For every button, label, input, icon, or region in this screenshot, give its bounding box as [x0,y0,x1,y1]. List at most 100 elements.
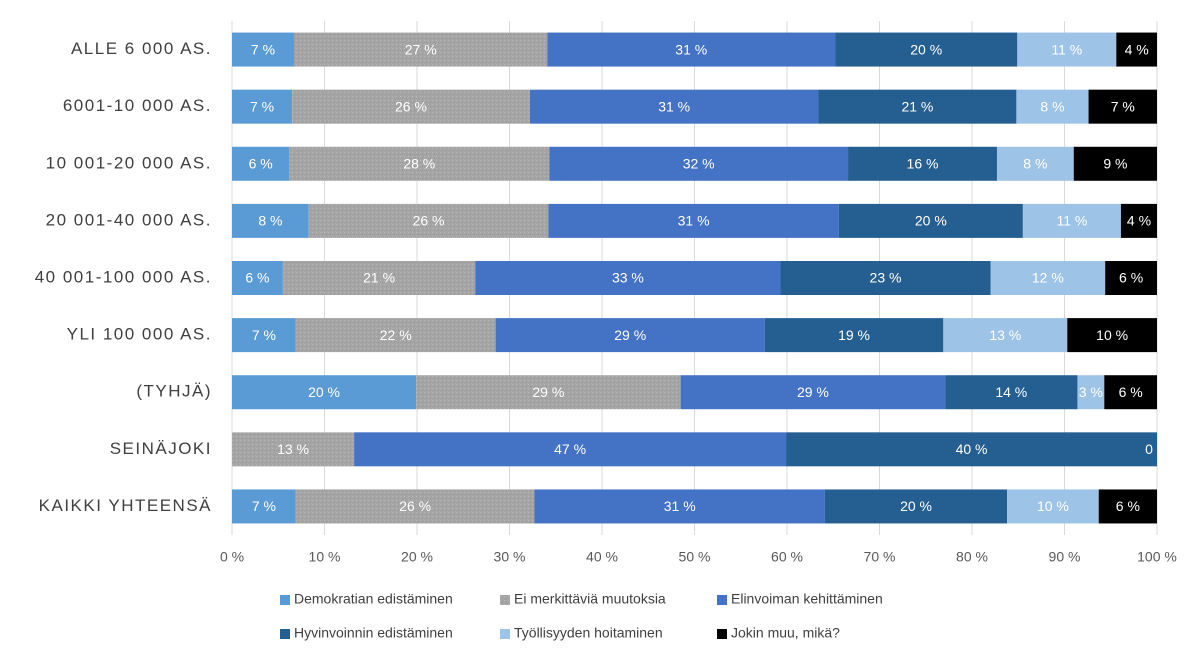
value-label: 6 % [1119,270,1143,286]
value-label: 4 % [1127,213,1151,229]
value-label: 29 % [797,384,829,400]
bar-segment [1067,318,1157,353]
value-label: 47 % [554,441,586,457]
legend-swatch [280,629,290,639]
bar-segment [232,32,294,67]
bar-segment [289,146,550,181]
value-label: 31 % [664,498,696,514]
value-label: 29 % [532,384,564,400]
bar-segment [475,261,781,295]
bar-segment [416,375,681,410]
x-tick-label: 0 % [220,549,244,565]
x-tick-label: 50 % [679,549,711,565]
value-label: 21 % [363,270,395,286]
value-label: 10 % [1096,327,1128,343]
value-label: 33 % [612,270,644,286]
value-label: 10 % [1037,498,1069,514]
bar-segment [1007,489,1099,524]
value-label: 29 % [614,327,646,343]
bar-segment [1022,203,1121,238]
x-tick-label: 80 % [956,549,988,565]
legend-swatch [500,595,510,605]
value-label: 31 % [678,213,710,229]
category-label: SEINÄJOKI [110,439,212,458]
legend-label: Työllisyyden hoitaminen [514,625,663,641]
x-tick-label: 10 % [309,549,341,565]
value-label: 7 % [252,498,276,514]
value-label: 11 % [1056,213,1087,229]
bar-segment [232,146,290,181]
legend-label: Elinvoiman kehittäminen [731,591,883,607]
bar-segment [1017,32,1117,67]
value-label: 6 % [1119,384,1143,400]
value-label: 12 % [1032,270,1064,286]
value-label: 40 % [956,441,988,457]
bar-segment [232,489,296,524]
legend-label: Ei merkittäviä muutoksia [514,591,666,607]
category-label: 10 001-20 000 AS. [46,153,212,172]
value-label: 6 % [245,270,269,286]
value-label: 31 % [675,41,707,57]
bar-segment [680,375,946,410]
value-label: 7 % [251,41,275,57]
bar-segment [547,32,836,67]
bar-segment [943,318,1068,353]
value-label: 27 % [405,41,437,57]
value-label: 23 % [870,270,902,286]
bar-segment [1116,32,1157,67]
bar-segment [848,146,997,181]
x-tick-label: 40 % [586,549,618,565]
category-label: 20 001-40 000 AS. [46,210,212,229]
bar-segment [529,89,819,124]
bar-segment [232,432,355,467]
bar-segment [764,318,944,353]
value-label: 22 % [380,327,412,343]
value-label: 20 % [308,384,340,400]
bar-segment [232,375,417,410]
category-label: YLI 100 000 AS. [67,325,212,344]
value-label: 19 % [838,327,870,343]
bar-segment [293,32,548,67]
value-label: 31 % [658,98,690,114]
value-label: 11 % [1051,41,1082,57]
bar-segment [1088,89,1157,124]
bar-segment [232,203,309,238]
legend-swatch [280,595,290,605]
bar-segment [1016,89,1089,124]
x-tick-label: 30 % [494,549,526,565]
bar-segment [1073,146,1157,181]
bar-segment [232,318,296,353]
value-label: 6 % [1116,498,1140,514]
bar-segment [990,261,1106,295]
value-label: 8 % [1023,155,1047,171]
value-label: 4 % [1125,41,1149,57]
value-label: 13 % [989,327,1021,343]
bar-segment [549,146,849,181]
category-label: 40 001-100 000 AS. [35,267,212,286]
legend-swatch [500,629,510,639]
bar-segment [1120,203,1157,238]
x-tick-label: 70 % [864,549,896,565]
bar-segment [295,318,496,353]
bar-segment [780,261,991,295]
x-tick-label: 20 % [401,549,433,565]
x-tick-label: 100 % [1137,549,1177,565]
bar-segment [354,432,787,467]
bar-segment [945,375,1078,410]
bar-segment [495,318,765,353]
bar-segment [292,89,530,124]
bar-segment [818,89,1017,124]
value-label: 8 % [258,213,282,229]
value-label: 7 % [1111,98,1135,114]
bar-segment [534,489,825,524]
category-label: (TYHJÄ) [136,382,212,401]
value-label: 20 % [910,41,942,57]
value-label: 13 % [277,441,309,457]
value-label: 0 [1145,441,1153,457]
value-label: 28 % [403,155,435,171]
bar-segment [232,261,283,295]
bar-segment [786,432,1157,467]
legend-label: Hyvinvoinnin edistäminen [294,625,453,641]
bar-segment [835,32,1018,67]
